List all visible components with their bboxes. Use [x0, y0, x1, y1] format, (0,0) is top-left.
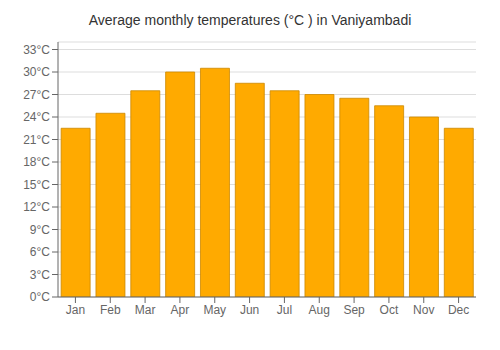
svg-text:Jan: Jan	[66, 303, 85, 317]
svg-text:Feb: Feb	[100, 303, 121, 317]
svg-text:Jun: Jun	[240, 303, 259, 317]
svg-text:27°C: 27°C	[23, 88, 50, 102]
svg-text:33°C: 33°C	[23, 43, 50, 57]
svg-text:0°C: 0°C	[30, 290, 50, 304]
svg-text:Aug: Aug	[309, 303, 330, 317]
svg-text:6°C: 6°C	[30, 245, 50, 259]
svg-text:15°C: 15°C	[23, 178, 50, 192]
svg-text:24°C: 24°C	[23, 110, 50, 124]
svg-text:18°C: 18°C	[23, 155, 50, 169]
svg-text:Sep: Sep	[343, 303, 365, 317]
svg-text:Mar: Mar	[135, 303, 156, 317]
svg-text:9°C: 9°C	[30, 223, 50, 237]
svg-text:30°C: 30°C	[23, 65, 50, 79]
svg-text:Apr: Apr	[171, 303, 190, 317]
svg-text:Oct: Oct	[380, 303, 399, 317]
html-text:Average monthly temperatures (: Average monthly temperatures (°C ) in Va…	[88, 12, 412, 28]
svg-text:12°C: 12°C	[23, 200, 50, 214]
svg-text:21°C: 21°C	[23, 133, 50, 147]
svg-text:May: May	[203, 303, 226, 317]
svg-text:Nov: Nov	[413, 303, 434, 317]
svg-text:Jul: Jul	[277, 303, 292, 317]
svg-text:Dec: Dec	[448, 303, 469, 317]
svg-text:3°C: 3°C	[30, 268, 50, 282]
